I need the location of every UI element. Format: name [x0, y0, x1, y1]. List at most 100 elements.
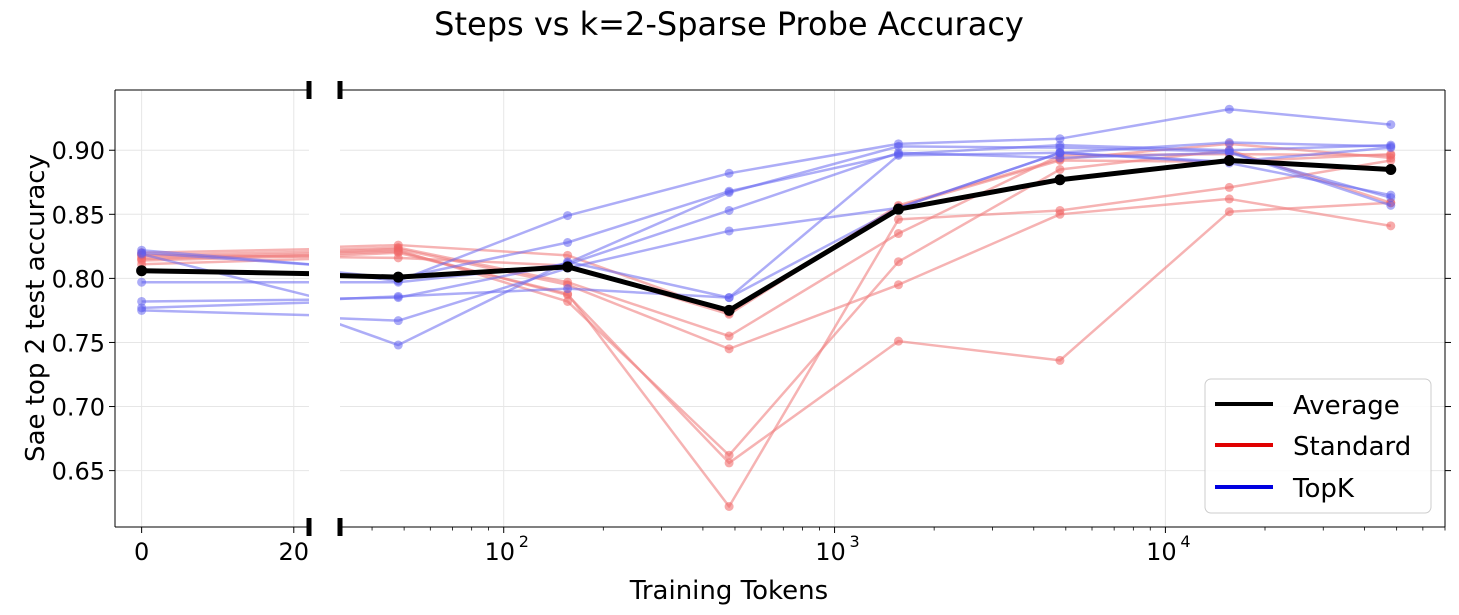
series-line-left-segment — [141, 309, 309, 317]
series-line-right-segment — [340, 157, 1391, 313]
series-average — [136, 154, 1397, 316]
series-line-left-segment — [141, 255, 309, 262]
series-topk — [137, 104, 1396, 286]
series-line-left-segment — [141, 298, 309, 303]
data-point — [1224, 207, 1234, 217]
series-line-left-segment — [141, 248, 309, 266]
series-topk — [137, 148, 1396, 326]
data-point — [137, 296, 147, 306]
y-tick-label: 0.70 — [52, 394, 105, 422]
legend-label-standard: Standard — [1293, 432, 1411, 462]
x-tick-label: 20 — [279, 538, 310, 566]
data-point — [724, 331, 734, 341]
series-standard — [137, 149, 1396, 319]
data-point — [563, 238, 573, 248]
data-point — [724, 458, 734, 468]
data-point — [393, 340, 403, 350]
data-point — [1386, 221, 1396, 231]
data-point — [1224, 182, 1234, 192]
data-point — [1224, 147, 1234, 157]
data-point — [893, 336, 903, 346]
series-topk — [137, 143, 1396, 350]
data-point — [1055, 148, 1065, 158]
series-line-left-segment — [141, 247, 309, 255]
data-point — [1055, 205, 1065, 215]
data-point — [1386, 149, 1396, 159]
legend-label-topk: TopK — [1292, 474, 1355, 504]
data-point — [723, 304, 735, 316]
series-line-left-segment — [141, 251, 309, 266]
data-point — [1386, 143, 1396, 153]
x-tick-label-exponent: 3 — [850, 532, 860, 551]
x-tick-label-exponent: 4 — [1180, 532, 1190, 551]
data-point — [724, 501, 734, 511]
series-standard — [137, 194, 1396, 354]
data-point — [136, 265, 148, 277]
series-line-right-segment — [340, 151, 1392, 322]
tick-labels: 0.650.700.750.800.850.900 20 10 2 10 3 10 4 — [52, 137, 1191, 566]
x-tick-label: 10 — [484, 538, 515, 566]
data-point — [1223, 154, 1235, 166]
data-point — [563, 250, 573, 260]
series-line-right-segment — [340, 146, 1391, 347]
data-point — [1386, 200, 1396, 210]
series-line-right-segment — [340, 201, 1391, 465]
data-point — [724, 205, 734, 215]
data-point — [1054, 174, 1066, 186]
data-point — [393, 316, 403, 326]
data-point — [1386, 120, 1396, 130]
data-point — [1224, 194, 1234, 204]
data-point — [563, 284, 573, 294]
data-point — [1385, 163, 1397, 175]
data-point — [563, 211, 573, 221]
y-axis-label: Sae top 2 test accuracy — [21, 154, 51, 462]
data-point — [1224, 138, 1234, 148]
x-tick-label: 10 — [1146, 538, 1177, 566]
axes — [109, 81, 1451, 536]
data-point — [724, 344, 734, 354]
x-tick-label: 10 — [815, 538, 846, 566]
series-line-right-segment — [340, 143, 1391, 280]
series-line-right-segment — [340, 107, 1391, 283]
data-point — [1224, 104, 1234, 114]
data-point — [892, 203, 904, 215]
data-point — [893, 257, 903, 267]
series-line-right-segment — [340, 148, 1392, 457]
data-point — [1386, 190, 1396, 200]
data-point — [137, 277, 147, 287]
series-line-left-segment — [141, 257, 309, 266]
chart-title: Steps vs k=2-Sparse Probe Accuracy — [434, 5, 1024, 43]
series-line-left-segment — [141, 268, 309, 277]
y-tick-label: 0.65 — [52, 458, 105, 486]
y-tick-label: 0.75 — [52, 329, 105, 357]
data-point — [893, 141, 903, 151]
series-line-right-segment — [340, 159, 1391, 508]
legend: Average Standard TopK — [1204, 378, 1432, 514]
series-line-left-segment — [141, 301, 309, 310]
data-point — [137, 249, 147, 259]
series-line-right-segment — [340, 145, 1392, 300]
data-point — [893, 229, 903, 239]
data-point — [392, 271, 404, 283]
data-point — [1386, 155, 1396, 165]
data-point — [724, 226, 734, 236]
data-point — [893, 280, 903, 290]
x-tick-label: 0 — [134, 538, 149, 566]
legend-label-average: Average — [1293, 391, 1400, 421]
y-tick-label: 0.90 — [52, 137, 105, 165]
legend-box — [1204, 378, 1432, 514]
data-point — [562, 261, 574, 273]
data-point — [893, 150, 903, 160]
data-point — [393, 291, 403, 301]
data-point — [563, 296, 573, 306]
data-point — [1055, 134, 1065, 144]
series-line-left-segment — [141, 250, 309, 257]
series-layer — [136, 104, 1397, 511]
data-point — [724, 293, 734, 303]
data-point — [137, 305, 147, 315]
y-tick-label: 0.80 — [52, 265, 105, 293]
x-tick-label-exponent: 2 — [519, 532, 529, 551]
data-point — [893, 214, 903, 224]
series-line-right-segment — [340, 141, 1391, 301]
